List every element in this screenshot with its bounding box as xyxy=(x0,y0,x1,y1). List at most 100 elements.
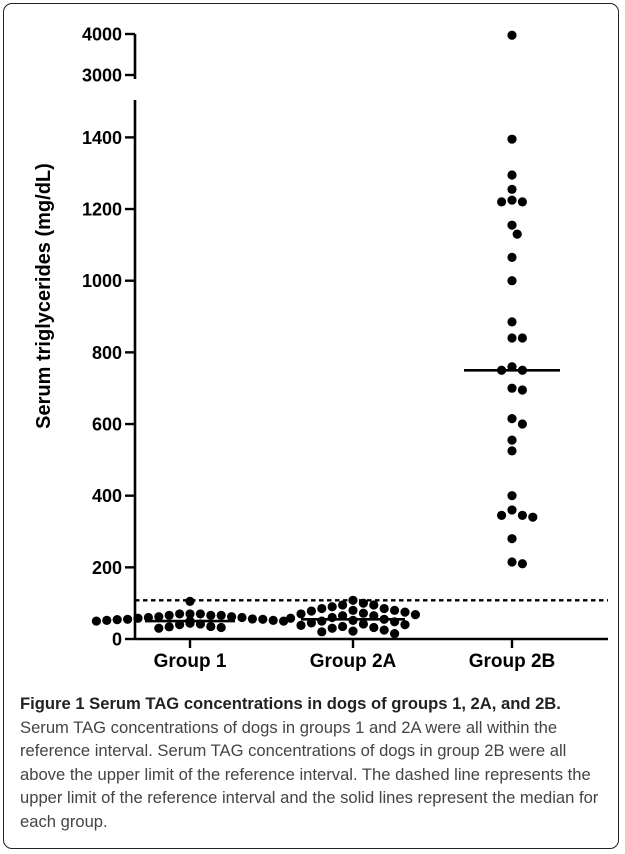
data-point xyxy=(327,612,337,623)
data-point xyxy=(195,609,205,619)
data-point xyxy=(379,603,389,614)
data-point xyxy=(91,616,101,626)
data-point xyxy=(286,613,296,623)
data-point xyxy=(268,615,278,625)
data-point xyxy=(358,608,368,618)
data-point xyxy=(247,614,257,624)
y-tick-label: 1200 xyxy=(82,200,122,220)
x-tick-label: Group 2A xyxy=(310,651,397,672)
data-point xyxy=(327,602,337,612)
data-point xyxy=(507,184,517,194)
scatter-chart: 0 200 400 600 800 1000 1200 1400 3000 4000 Group … xyxy=(33,25,608,672)
data-point xyxy=(133,613,143,623)
x-tick-labels: Group 1 Group 2A Group 2B xyxy=(154,651,556,672)
data-point xyxy=(206,621,216,632)
data-point xyxy=(507,30,517,40)
data-point xyxy=(317,603,327,614)
y-tick-label: 0 xyxy=(112,630,122,650)
data-point xyxy=(507,333,517,343)
median-lines xyxy=(145,368,560,623)
y-tick-label: 4000 xyxy=(82,25,122,45)
data-point xyxy=(306,606,316,616)
data-point xyxy=(237,612,247,623)
data-point xyxy=(338,621,348,632)
y-tick-label: 800 xyxy=(92,343,122,363)
data-point xyxy=(348,626,358,636)
figure-frame xyxy=(3,3,619,849)
data-point xyxy=(517,385,528,395)
data-point xyxy=(507,435,517,445)
data-point xyxy=(507,317,517,327)
data-point xyxy=(369,622,379,633)
data-point xyxy=(507,170,517,180)
data-point xyxy=(185,609,195,619)
y-tick-label: 400 xyxy=(92,486,122,506)
data-point xyxy=(348,605,358,615)
data-point xyxy=(507,505,517,515)
y-tick-label: 600 xyxy=(92,415,122,435)
data-point xyxy=(507,195,517,205)
data-point xyxy=(507,534,517,544)
data-point xyxy=(517,197,528,207)
data-point xyxy=(164,610,174,620)
data-point xyxy=(507,252,517,263)
data-point xyxy=(507,276,517,286)
y-axis-label: Serum triglycerides (mg/dL) xyxy=(33,163,55,429)
data-point xyxy=(185,596,195,606)
data-point xyxy=(497,510,507,520)
data-point xyxy=(317,616,327,626)
tick-labels: 0 200 400 600 800 1000 1200 1400 3000 4000 xyxy=(82,25,135,650)
data-point xyxy=(512,229,522,239)
data-point xyxy=(390,605,400,615)
data-point xyxy=(528,512,538,522)
data-point xyxy=(410,610,420,620)
caption-body: Serum TAG concentrations of dogs in grou… xyxy=(20,717,599,831)
data-point xyxy=(517,333,528,343)
y-tick-label: 200 xyxy=(92,558,122,578)
y-tick-label: 1000 xyxy=(82,271,122,291)
data-point xyxy=(154,623,164,633)
y-tick-label: 3000 xyxy=(82,66,122,86)
data-point xyxy=(390,629,400,639)
data-point xyxy=(507,557,517,567)
data-points xyxy=(91,30,538,639)
data-point xyxy=(507,383,517,393)
data-point xyxy=(216,622,226,633)
data-point xyxy=(517,559,528,569)
data-point xyxy=(154,612,164,622)
x-tick-label: Group 2B xyxy=(469,651,556,672)
data-point xyxy=(327,623,337,633)
data-point xyxy=(279,616,289,626)
caption-title: Figure 1 Serum TAG concentrations in dog… xyxy=(20,694,561,713)
data-point xyxy=(164,622,174,632)
data-point xyxy=(507,446,517,456)
figure-caption: Figure 1 Serum TAG concentrations in dog… xyxy=(20,692,610,834)
y-tick-label: 1400 xyxy=(82,128,122,148)
data-point xyxy=(517,510,528,520)
data-point xyxy=(400,620,410,630)
axes xyxy=(133,34,608,648)
data-point xyxy=(379,625,389,635)
data-point xyxy=(358,598,368,608)
x-tick-label: Group 1 xyxy=(154,651,227,672)
data-point xyxy=(175,609,185,619)
data-point xyxy=(296,620,306,630)
data-point xyxy=(507,220,517,230)
data-point xyxy=(517,419,528,429)
data-point xyxy=(358,619,368,629)
data-point xyxy=(216,610,226,620)
data-point xyxy=(338,600,348,610)
data-point xyxy=(102,615,112,625)
data-point xyxy=(206,610,216,620)
data-point xyxy=(112,615,122,625)
data-point xyxy=(227,612,237,622)
data-point xyxy=(507,134,517,144)
data-point xyxy=(296,609,306,619)
data-point xyxy=(369,600,379,610)
data-point xyxy=(507,491,517,501)
data-point xyxy=(317,627,327,637)
data-point xyxy=(348,595,358,605)
data-point xyxy=(258,614,268,624)
data-point xyxy=(400,607,410,617)
data-point xyxy=(123,614,133,624)
